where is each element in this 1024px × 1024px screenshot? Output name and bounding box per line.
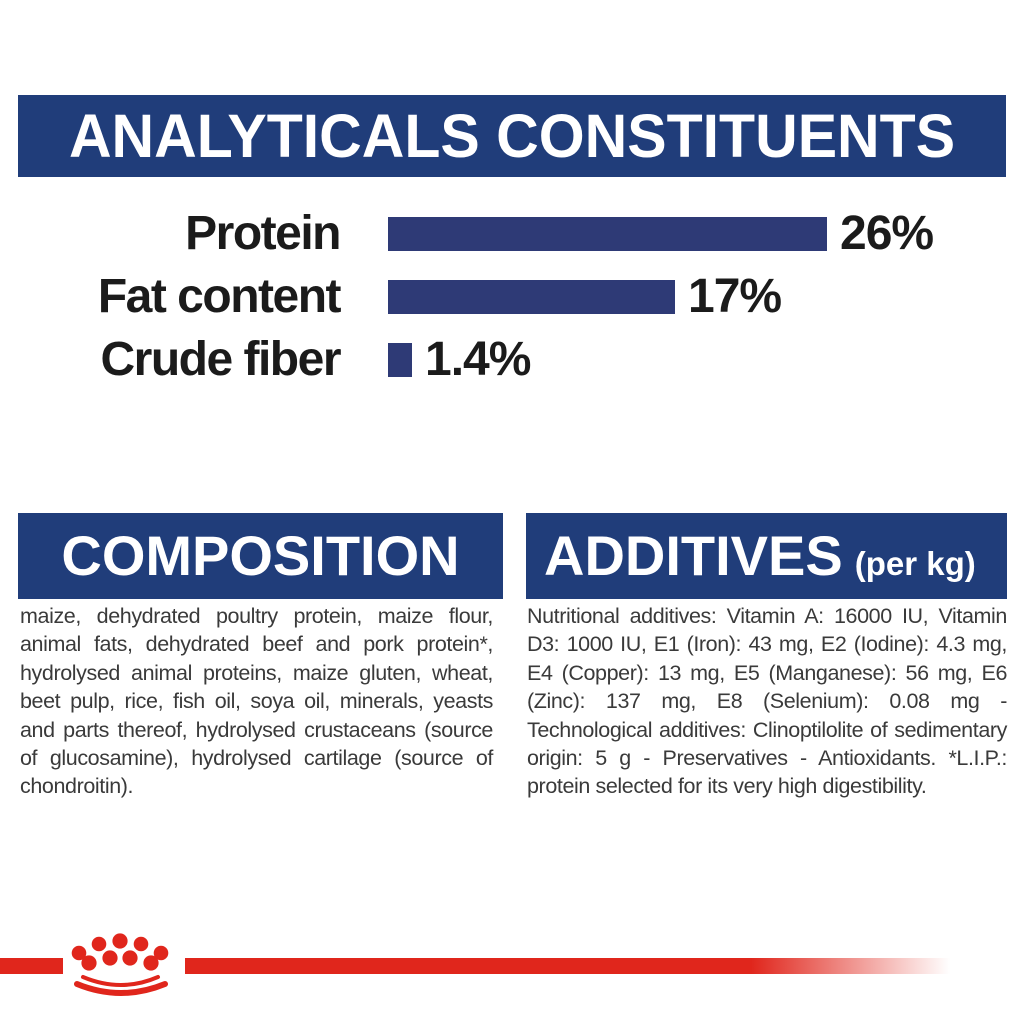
- analytical-constituents-chart: Protein 26% Fat content 17% Crude fiber 1.4%: [0, 202, 1024, 391]
- bar-category-label: Fat content: [97, 270, 342, 323]
- crown-dots: [71, 933, 169, 971]
- bar-value-label: 26%: [840, 207, 934, 260]
- additives-unit-label: (per kg): [854, 545, 976, 582]
- bar-value-label: 1.4%: [425, 333, 531, 386]
- chart-row: Fat content 17%: [0, 265, 1024, 328]
- bar-category-label: Crude fiber: [100, 333, 341, 386]
- bar-protein: [388, 216, 827, 251]
- bar-fat-content: [388, 279, 675, 314]
- additives-title: ADDITIVES: [544, 524, 843, 587]
- red-divider-right: [185, 958, 950, 974]
- composition-header: COMPOSITION: [18, 513, 503, 599]
- composition-body: maize, dehydrated poultry protein, maize…: [20, 604, 493, 799]
- bar-crude-fiber: [388, 342, 412, 377]
- chart-row: Protein 26%: [0, 202, 1024, 265]
- additives-header: ADDITIVES (per kg): [526, 513, 1007, 599]
- chart-row: Crude fiber 1.4%: [0, 328, 1024, 391]
- bar-category-label: Protein: [185, 207, 341, 260]
- crown-arcs: [74, 975, 168, 996]
- royal-canin-crown-icon: [71, 933, 169, 996]
- analyticals-banner: ANALYTICALS CONSTITUENTS: [18, 95, 1006, 177]
- composition-title: COMPOSITION: [61, 524, 460, 587]
- bar-value-label: 17%: [688, 270, 782, 323]
- additives-body: Nutritional additives: Vitamin A: 16000 …: [527, 604, 1007, 799]
- analyticals-title: ANALYTICALS CONSTITUENTS: [68, 101, 956, 171]
- red-divider-left: [0, 958, 63, 974]
